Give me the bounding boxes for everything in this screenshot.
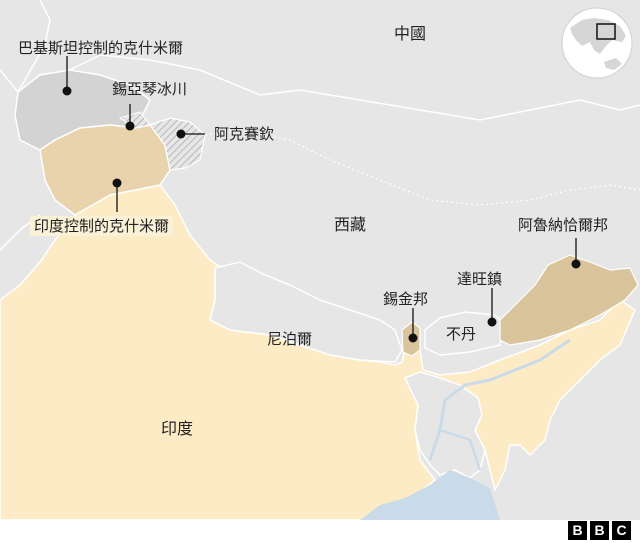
arunachal-region — [499, 254, 639, 346]
river — [439, 428, 482, 471]
nepal-region — [209, 261, 403, 363]
logo-letter: C — [612, 521, 631, 540]
leader-lines — [66, 56, 577, 338]
border-line — [69, 54, 640, 121]
label-china: 中國 — [394, 24, 427, 43]
bbc-logo: B B C — [568, 521, 631, 540]
marker-arunachal — [571, 259, 581, 269]
globe-focus-box — [596, 23, 616, 40]
globe-land — [604, 58, 622, 70]
markers — [62, 86, 581, 343]
border-line — [0, 69, 19, 93]
label-siachen: 錫亞琴冰川 — [112, 80, 188, 98]
marker-aksai-chin — [176, 129, 186, 139]
marker-pak-kashmir — [62, 86, 72, 96]
label-india-kashmir: 印度控制的克什米爾 — [30, 216, 174, 236]
label-sikkim: 錫金邦 — [383, 290, 429, 308]
label-tibet: 西藏 — [334, 215, 367, 234]
label-india: 印度 — [161, 419, 194, 438]
aksai-chin-region — [149, 117, 206, 171]
logo-letter: B — [590, 521, 609, 540]
border-line — [17, 0, 51, 93]
logo-letter: B — [568, 521, 587, 540]
globe-land — [570, 18, 626, 54]
marker-india-kashmir — [112, 178, 122, 188]
river — [428, 338, 571, 461]
locator-globe — [561, 7, 633, 79]
label-aksai-chin: 阿克賽欽 — [214, 125, 275, 143]
label-arunachal: 阿魯納恰爾邦 — [518, 216, 609, 234]
bay-of-bengal — [360, 470, 500, 520]
label-nepal: 尼泊爾 — [267, 330, 313, 348]
label-tawang: 達旺鎮 — [457, 270, 503, 288]
label-pak-kashmir: 巴基斯坦控制的克什米爾 — [18, 39, 184, 57]
label-bhutan: 不丹 — [446, 325, 477, 343]
footer — [0, 520, 640, 543]
marker-sikkim — [408, 333, 418, 343]
map — [0, 0, 640, 520]
marker-siachen — [125, 121, 135, 131]
marker-tawang — [487, 317, 497, 327]
